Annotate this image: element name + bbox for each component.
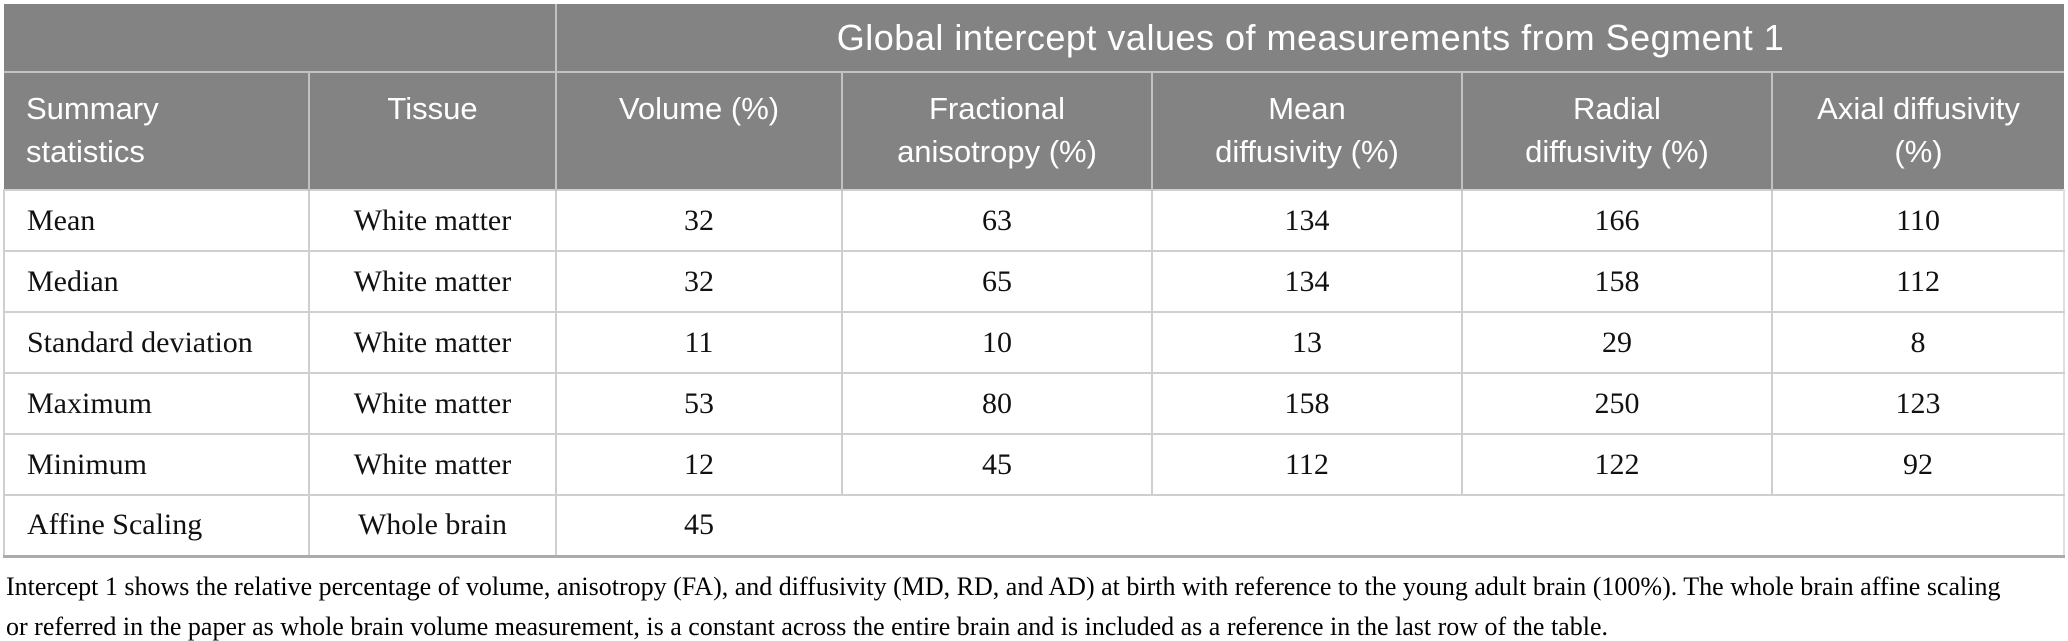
table-row-minimum: Minimum White matter 12 45 112 122 92 bbox=[3, 433, 2066, 496]
column-header-axial-diffusivity: Axial diffusivity (%) bbox=[1772, 72, 2065, 190]
md-cell: 134 bbox=[1151, 189, 1463, 252]
fa-cell: 63 bbox=[841, 189, 1153, 252]
volume-cell: 12 bbox=[555, 433, 843, 496]
row-label: Maximum bbox=[3, 372, 310, 435]
table-header-row: Summary statistics Tissue Volume (%) Fra… bbox=[4, 72, 2065, 190]
tissue-cell: White matter bbox=[308, 372, 557, 435]
ad-cell: 123 bbox=[1770, 372, 2066, 435]
row-label: Median bbox=[3, 250, 310, 313]
tissue-cell: White matter bbox=[308, 189, 557, 252]
rd-cell: 29 bbox=[1461, 311, 1773, 374]
volume-cell: 11 bbox=[555, 311, 843, 374]
rd-cell: 166 bbox=[1461, 189, 1773, 252]
fa-cell: 80 bbox=[841, 372, 1153, 435]
tissue-cell: White matter bbox=[308, 250, 557, 313]
table-row-mean: Mean White matter 32 63 134 166 110 bbox=[3, 189, 2066, 252]
table-footnote: Intercept 1 shows the relative percentag… bbox=[6, 567, 2068, 641]
row-label: Mean bbox=[3, 189, 310, 252]
md-cell: 13 bbox=[1151, 311, 1463, 374]
affine-scaling-value-cell: 45 bbox=[554, 494, 2066, 558]
affine-volume-value: 45 bbox=[684, 508, 714, 542]
fa-cell: 10 bbox=[841, 311, 1153, 374]
volume-cell: 32 bbox=[555, 250, 843, 313]
column-header-volume: Volume (%) bbox=[556, 72, 843, 190]
tissue-cell: Whole brain bbox=[308, 494, 557, 558]
tissue-cell: White matter bbox=[308, 433, 557, 496]
row-label: Standard deviation bbox=[3, 311, 310, 374]
md-cell: 158 bbox=[1151, 372, 1463, 435]
ad-cell: 8 bbox=[1770, 311, 2066, 374]
footnote-line-1: Intercept 1 shows the relative percentag… bbox=[6, 571, 2001, 601]
row-label: Minimum bbox=[3, 433, 310, 496]
md-cell: 112 bbox=[1151, 433, 1463, 496]
column-header-radial-diffusivity: Radial diffusivity (%) bbox=[1462, 72, 1773, 190]
table-title-row: Global intercept values of measurements … bbox=[4, 4, 2065, 73]
ad-cell: 92 bbox=[1770, 433, 2066, 496]
table-row-affine-scaling: Affine Scaling Whole brain 45 bbox=[3, 494, 2066, 558]
column-header-mean-diffusivity: Mean diffusivity (%) bbox=[1152, 72, 1463, 190]
fa-cell: 65 bbox=[841, 250, 1153, 313]
column-header-summary-statistics: Summary statistics bbox=[4, 72, 310, 190]
row-label: Affine Scaling bbox=[3, 494, 310, 558]
ad-cell: 112 bbox=[1770, 250, 2066, 313]
footnote-line-2: or referred in the paper as whole brain … bbox=[6, 611, 1608, 641]
rd-cell: 122 bbox=[1461, 433, 1773, 496]
fa-cell: 45 bbox=[841, 433, 1153, 496]
table-row-standard-deviation: Standard deviation White matter 11 10 13… bbox=[3, 311, 2066, 374]
table-row-median: Median White matter 32 65 134 158 112 bbox=[3, 250, 2066, 313]
corner-cell bbox=[4, 4, 556, 73]
volume-cell: 32 bbox=[555, 189, 843, 252]
ad-cell: 110 bbox=[1770, 189, 2066, 252]
tissue-cell: White matter bbox=[308, 311, 557, 374]
rd-cell: 250 bbox=[1461, 372, 1773, 435]
volume-cell: 53 bbox=[555, 372, 843, 435]
column-header-tissue: Tissue bbox=[309, 72, 557, 190]
table-title: Global intercept values of measurements … bbox=[554, 4, 2065, 73]
summary-statistics-table: Global intercept values of measurements … bbox=[3, 4, 2066, 558]
table-row-maximum: Maximum White matter 53 80 158 250 123 bbox=[3, 372, 2066, 435]
rd-cell: 158 bbox=[1461, 250, 1773, 313]
md-cell: 134 bbox=[1151, 250, 1463, 313]
column-header-fractional-anisotropy: Fractional anisotropy (%) bbox=[842, 72, 1153, 190]
